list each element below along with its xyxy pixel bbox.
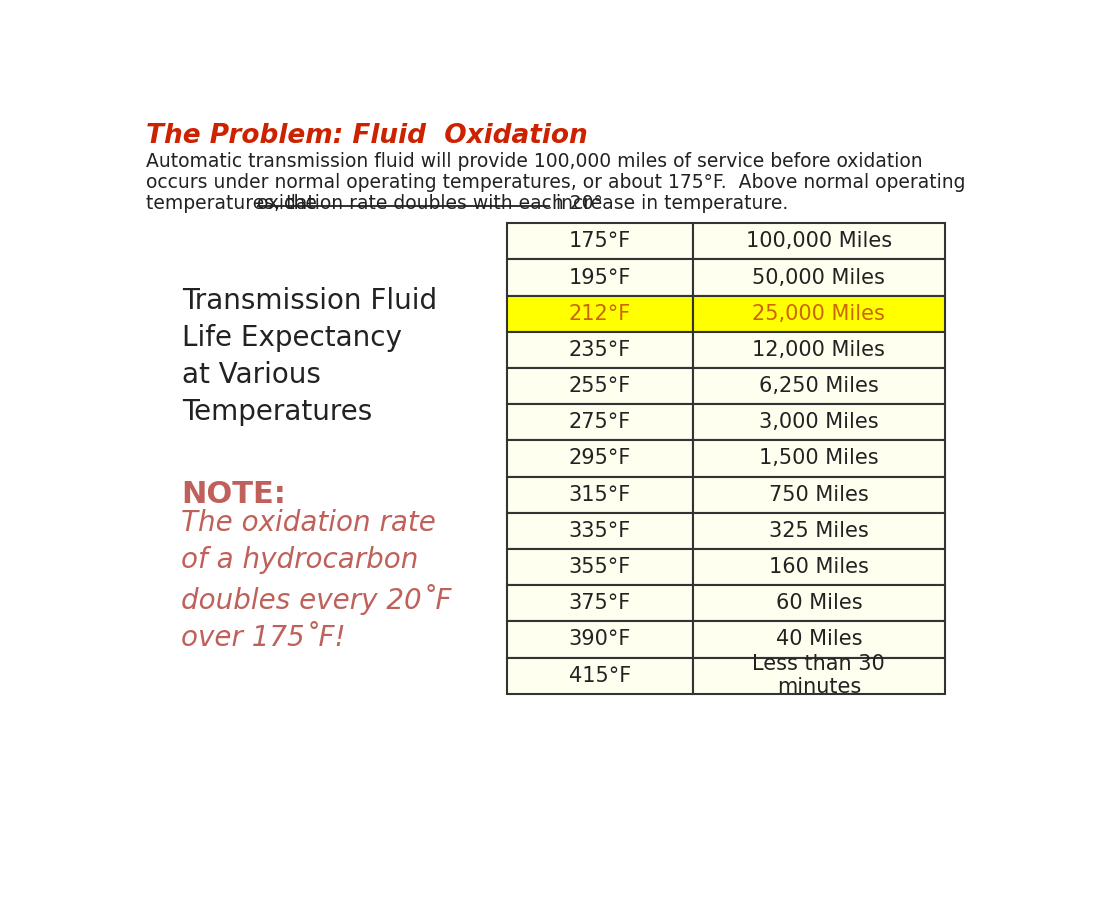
Text: 175°F: 175°F bbox=[568, 232, 630, 251]
Bar bbox=[693, 332, 945, 368]
Text: Automatic transmission fluid will provide 100,000 miles of service before oxidat: Automatic transmission fluid will provid… bbox=[147, 153, 924, 172]
Bar bbox=[693, 585, 945, 621]
Bar bbox=[507, 585, 693, 621]
Bar bbox=[693, 477, 945, 513]
Text: 50,000 Miles: 50,000 Miles bbox=[753, 268, 886, 287]
Bar bbox=[507, 657, 693, 694]
Bar bbox=[693, 368, 945, 404]
Bar bbox=[693, 440, 945, 477]
Text: Transmission Fluid
Life Expectancy
at Various
Temperatures: Transmission Fluid Life Expectancy at Va… bbox=[182, 287, 437, 426]
Text: oxidation rate doubles with each 20°: oxidation rate doubles with each 20° bbox=[258, 194, 603, 213]
Bar bbox=[693, 404, 945, 440]
Text: occurs under normal operating temperatures, or about 175°F.  Above normal operat: occurs under normal operating temperatur… bbox=[147, 173, 966, 192]
Text: 1,500 Miles: 1,500 Miles bbox=[759, 448, 879, 469]
Text: increase in temperature.: increase in temperature. bbox=[551, 194, 788, 213]
Text: temperatures, the: temperatures, the bbox=[147, 194, 323, 213]
Bar bbox=[507, 513, 693, 549]
Bar bbox=[693, 621, 945, 657]
Text: 390°F: 390°F bbox=[568, 629, 632, 649]
Text: 100,000 Miles: 100,000 Miles bbox=[746, 232, 891, 251]
Text: 160 Miles: 160 Miles bbox=[769, 557, 869, 577]
Text: 325 Miles: 325 Miles bbox=[769, 521, 869, 541]
Text: 415°F: 415°F bbox=[568, 665, 630, 686]
Text: 335°F: 335°F bbox=[568, 521, 630, 541]
Bar bbox=[507, 404, 693, 440]
Bar bbox=[693, 295, 945, 332]
Bar bbox=[507, 440, 693, 477]
Text: 315°F: 315°F bbox=[568, 485, 630, 505]
Bar bbox=[693, 224, 945, 260]
Text: Less than 30
minutes: Less than 30 minutes bbox=[753, 654, 885, 697]
Text: 40 Miles: 40 Miles bbox=[776, 629, 862, 649]
Text: The oxidation rate
of a hydrocarbon
doubles every 20˚F
over 175˚F!: The oxidation rate of a hydrocarbon doub… bbox=[181, 509, 452, 652]
Text: The Problem: Fluid  Oxidation: The Problem: Fluid Oxidation bbox=[147, 123, 588, 149]
Text: NOTE:: NOTE: bbox=[181, 480, 286, 508]
Text: 750 Miles: 750 Miles bbox=[769, 485, 869, 505]
Bar bbox=[507, 260, 693, 295]
Bar bbox=[507, 477, 693, 513]
Text: 212°F: 212°F bbox=[568, 304, 630, 324]
Text: 12,000 Miles: 12,000 Miles bbox=[753, 340, 886, 360]
Bar bbox=[507, 368, 693, 404]
Text: 255°F: 255°F bbox=[568, 376, 630, 396]
Bar bbox=[507, 549, 693, 585]
Bar bbox=[507, 332, 693, 368]
Text: 60 Miles: 60 Miles bbox=[776, 594, 862, 613]
Text: 6,250 Miles: 6,250 Miles bbox=[759, 376, 879, 396]
Text: 275°F: 275°F bbox=[568, 412, 630, 432]
Bar bbox=[693, 260, 945, 295]
Bar bbox=[693, 513, 945, 549]
Text: 3,000 Miles: 3,000 Miles bbox=[759, 412, 879, 432]
Text: 25,000 Miles: 25,000 Miles bbox=[753, 304, 886, 324]
Text: 235°F: 235°F bbox=[568, 340, 630, 360]
Text: 195°F: 195°F bbox=[568, 268, 632, 287]
Bar bbox=[693, 549, 945, 585]
Text: 375°F: 375°F bbox=[568, 594, 630, 613]
Bar bbox=[507, 224, 693, 260]
Bar bbox=[507, 295, 693, 332]
Text: 355°F: 355°F bbox=[568, 557, 630, 577]
Bar bbox=[693, 657, 945, 694]
Bar bbox=[507, 621, 693, 657]
Text: 295°F: 295°F bbox=[568, 448, 632, 469]
